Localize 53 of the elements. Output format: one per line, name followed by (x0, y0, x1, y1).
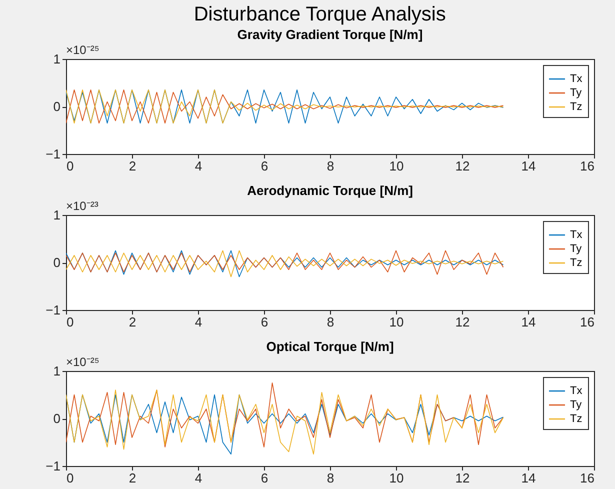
legend-label: Ty (570, 399, 582, 411)
y-tick-label: −1 (46, 458, 60, 474)
y-tick-label: −1 (46, 302, 60, 318)
x-tick-label: 0 (66, 314, 74, 330)
y-tick-label: 0 (53, 99, 60, 114)
x-tick-label: 8 (326, 314, 334, 330)
x-tick-label: 14 (521, 158, 536, 174)
x-tick-label: 16 (580, 470, 594, 486)
x-tick-label: 6 (260, 314, 268, 330)
chart-title: Aerodynamic Torque [N/m] (247, 183, 413, 198)
chart-title: Gravity Gradient Torque [N/m] (237, 27, 423, 42)
legend-label: Tz (570, 257, 582, 269)
x-tick-label: 12 (455, 158, 470, 174)
chart-title: Optical Torque [N/m] (266, 339, 394, 354)
legend-label: Tx (570, 73, 583, 85)
x-tick-label: 6 (260, 470, 268, 486)
legend-label: Ty (570, 87, 582, 99)
x-tick-label: 16 (580, 314, 594, 330)
x-tick-label: 12 (455, 470, 470, 486)
line-series (66, 89, 504, 124)
x-tick-label: 4 (194, 158, 202, 174)
y-tick-label: 1 (53, 52, 60, 66)
x-tick-label: 6 (260, 158, 268, 174)
legend-label: Tx (570, 385, 583, 397)
x-tick-label: 4 (194, 314, 202, 330)
legend-label: Tz (570, 413, 582, 425)
x-tick-label: 12 (455, 314, 470, 330)
legend-label: Ty (570, 243, 582, 255)
y-tick-label: 1 (53, 364, 60, 378)
x-tick-label: 0 (66, 470, 74, 486)
legend-label: Tx (570, 229, 583, 241)
text: Disturbance Torque Analysis (194, 4, 446, 26)
x-tick-label: 14 (521, 470, 536, 486)
text: ×10⁻²⁵ (66, 355, 100, 369)
x-tick-label: 16 (580, 158, 594, 174)
x-tick-label: 0 (66, 158, 74, 174)
y-tick-label: 0 (53, 411, 60, 426)
text: ×10⁻²³ (66, 199, 98, 213)
legend-label: Tz (570, 101, 582, 113)
y-tick-label: −1 (46, 146, 60, 162)
x-tick-label: 2 (128, 470, 136, 486)
x-tick-label: 8 (326, 158, 334, 174)
x-tick-label: 2 (128, 314, 136, 330)
x-tick-label: 4 (194, 470, 202, 486)
x-tick-label: 2 (128, 158, 136, 174)
x-tick-label: 10 (389, 314, 404, 330)
x-tick-label: 14 (521, 314, 536, 330)
x-tick-label: 10 (389, 470, 404, 486)
y-tick-label: 0 (53, 255, 60, 270)
x-tick-label: 10 (389, 158, 404, 174)
text: ×10⁻²⁵ (66, 43, 100, 57)
y-tick-label: 1 (53, 208, 60, 222)
x-tick-label: 8 (326, 470, 334, 486)
